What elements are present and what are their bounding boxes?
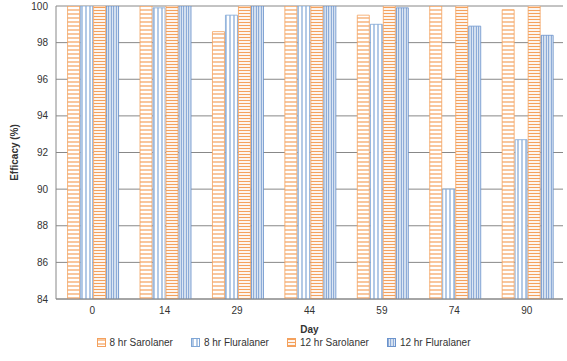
svg-text:100: 100 [31, 1, 48, 12]
svg-text:90: 90 [521, 305, 533, 316]
html-text:12 hr Sarolaner: 12 hr Sarolaner [299, 337, 369, 348]
svg-text:94: 94 [37, 110, 49, 121]
svg-text:44: 44 [304, 305, 316, 316]
svg-text:98: 98 [37, 37, 49, 48]
svg-text:88: 88 [37, 220, 49, 231]
svg-text:29: 29 [232, 305, 244, 316]
svg-text:74: 74 [449, 305, 461, 316]
svg-text:90: 90 [37, 184, 49, 195]
html-text:8 hr Fluralaner: 8 hr Fluralaner [203, 337, 269, 348]
svg-text:92: 92 [37, 147, 49, 158]
svg-text:0: 0 [89, 305, 95, 316]
svg-text:Day: Day [300, 324, 319, 335]
html-text:8 hr Sarolaner: 8 hr Sarolaner [109, 337, 173, 348]
svg-text:Efficacy (%): Efficacy (%) [9, 124, 20, 181]
svg-text:59: 59 [376, 305, 388, 316]
svg-text:84: 84 [37, 294, 49, 305]
html-text:12 hr Fluralaner: 12 hr Fluralaner [399, 337, 471, 348]
svg-text:96: 96 [37, 74, 49, 85]
svg-text:86: 86 [37, 257, 49, 268]
svg-text:14: 14 [159, 305, 171, 316]
